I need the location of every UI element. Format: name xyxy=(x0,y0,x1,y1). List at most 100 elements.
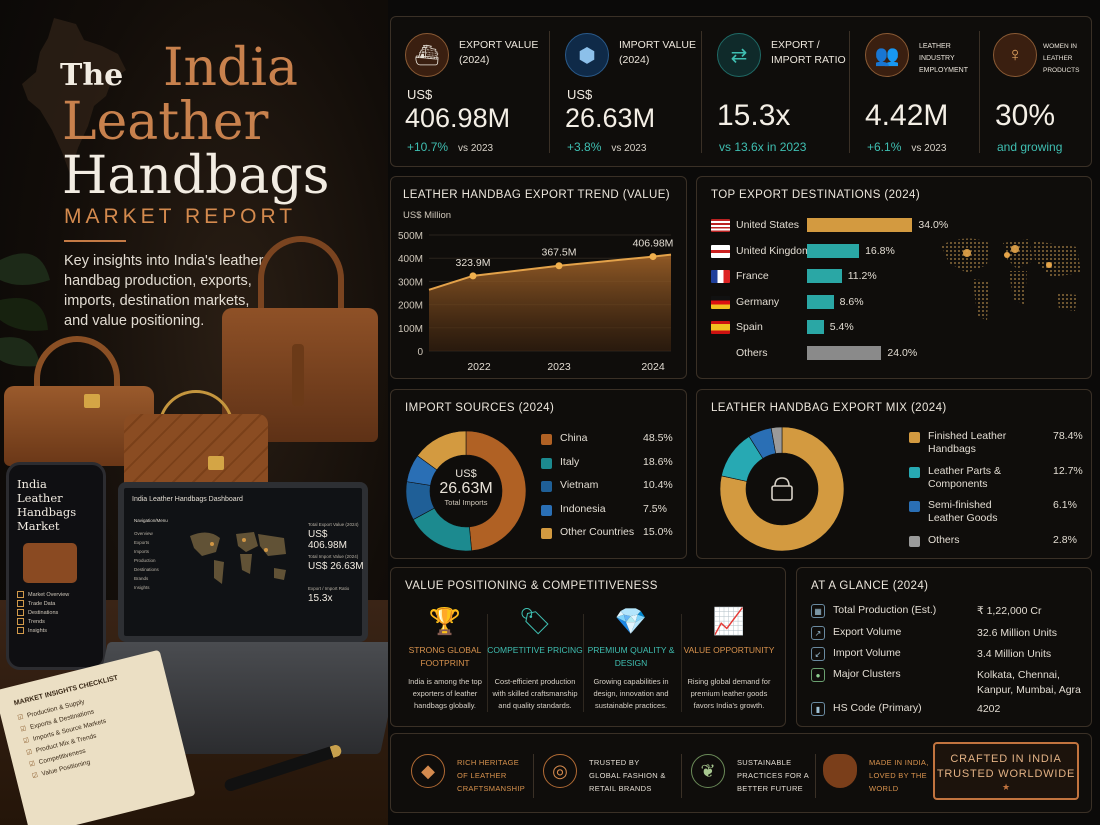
export-icon: ↗ xyxy=(811,626,825,640)
legend-pct: 10.4% xyxy=(643,479,673,491)
legend-pct: 6.1% xyxy=(1053,499,1077,511)
trend-y-tick: 200M xyxy=(398,301,423,312)
globe-icon: ◎ xyxy=(543,754,577,788)
country-flag-icon xyxy=(711,270,730,283)
destination-pct: 34.0% xyxy=(918,219,949,231)
vp-divider xyxy=(681,614,682,712)
kpi-export-import-ratio: ⇄ EXPORT / IMPORT RATIO 15.3x vs 13.6x i… xyxy=(703,17,851,168)
crafted-in-india-badge: CRAFTED IN INDIA TRUSTED WORLDWIDE ★ xyxy=(933,742,1079,800)
badge-line-2: TRUSTED WORLDWIDE xyxy=(936,768,1076,780)
footer-text: MADE IN INDIA, LOVED BY THE WORLD xyxy=(869,758,929,793)
kpi-divider xyxy=(701,31,702,153)
destination-row: United Kingdom 16.8% xyxy=(711,243,1081,261)
legend-swatch xyxy=(909,535,920,547)
destination-name: Germany xyxy=(736,295,780,308)
legend-row: Semi-finished Leather Goods 6.1% xyxy=(909,499,1093,527)
vp-item-global-footprint: 🏆 STRONG GLOBAL FOOTPRINT India is among… xyxy=(397,604,493,712)
hero-description: Key insights into India's leather handba… xyxy=(64,253,264,329)
glance-label: HS Code (Primary) xyxy=(833,702,922,714)
factory-icon: ▦ xyxy=(811,604,825,618)
country-flag-icon xyxy=(711,321,730,334)
trend-y-tick: 500M xyxy=(398,231,423,242)
destination-pct: 24.0% xyxy=(887,346,918,359)
laptop-kpi-ratio: Export / Import Ratio 15.3x xyxy=(308,586,350,604)
glance-value: Kolkata, Chennai, Kanpur, Mumbai, Agra xyxy=(977,669,1081,696)
laptop-sidebar-item: Exports xyxy=(134,540,150,545)
laptop-kpi-import: Total Import Value (2024) US$ 26.63M xyxy=(308,554,364,572)
trend-x-tick: 2024 xyxy=(641,361,665,373)
kpi-export-value: ⛴ EXPORT VALUE (2024) US$ 406.98M +10.7%… xyxy=(391,17,549,168)
kpi-label: WOMEN IN LEATHER PRODUCTS xyxy=(1043,43,1080,74)
footer-divider xyxy=(815,754,816,798)
kpi-value: 15.3x xyxy=(717,99,791,132)
panel-title: LEATHER HANDBAG EXPORT TREND (VALUE) xyxy=(403,189,671,201)
legend-name: Semi-finished Leather Goods xyxy=(928,499,998,524)
vp-divider xyxy=(583,614,584,712)
kpi-compare: vs 13.6x in 2023 xyxy=(719,140,807,154)
india-map-silhouette xyxy=(22,18,126,174)
legend-name: Finished Leather Handbags xyxy=(928,430,1007,455)
laptop-sidebar-item: Destinations xyxy=(134,567,159,572)
legend-pct: 12.7% xyxy=(1053,464,1083,477)
kpi-label: IMPORT VALUE (2024) xyxy=(619,39,697,66)
kpi-strip: ⛴ EXPORT VALUE (2024) US$ 406.98M +10.7%… xyxy=(390,16,1092,167)
trend-y-tick: 100M xyxy=(398,324,423,335)
vp-desc: Growing capabilities in design, innovati… xyxy=(593,677,669,710)
destination-row: Germany 8.6% xyxy=(711,294,1081,312)
legend-swatch xyxy=(909,432,920,443)
kpi-value: 4.42M xyxy=(865,99,949,132)
glance-label: Total Production (Est.) xyxy=(833,604,937,616)
legend-pct: 78.4% xyxy=(1053,430,1083,442)
legend-name: China xyxy=(560,432,588,444)
swap-arrows-icon: ⇄ xyxy=(717,33,761,77)
glance-value: ₹ 1,22,000 Cr xyxy=(977,605,1042,617)
trend-y-tick: 0 xyxy=(417,347,423,358)
trend-point xyxy=(469,272,477,280)
leather-hide-icon xyxy=(823,754,857,788)
vp-desc: India is among the top exporters of leat… xyxy=(408,677,482,710)
destination-pct: 16.8% xyxy=(865,244,895,257)
kpi-currency: US$ xyxy=(567,87,593,102)
legend-row: Other Countries 15.0% xyxy=(541,526,683,554)
footer-text: SUSTAINABLE PRACTICES FOR A BETTER FUTUR… xyxy=(737,758,809,793)
donut-slice xyxy=(719,426,845,552)
destination-row: Others 24.0% xyxy=(711,345,1081,363)
vp-item-quality: 💎 PREMIUM QUALITY & DESIGN Growing capab… xyxy=(583,604,679,712)
legend-row: Others 2.8% xyxy=(909,534,1093,562)
destination-row: United States 34.0% xyxy=(711,217,1081,235)
legend-swatch xyxy=(541,504,552,516)
legend-row: Finished Leather Handbags 78.4% xyxy=(909,430,1093,458)
footer-divider xyxy=(681,754,682,798)
star-icon: ★ xyxy=(1001,782,1011,792)
laptop-sidebar: Navigation/Menu Overview Exports Imports… xyxy=(134,516,176,592)
laptop-sidebar-header: Navigation/Menu xyxy=(134,518,168,523)
kpi-label: EXPORT VALUE (2024) xyxy=(459,39,539,66)
vp-title: COMPETITIVE PRICING xyxy=(487,645,583,655)
ship-icon: ⛴ xyxy=(405,33,449,77)
legend-row: Italy 18.6% xyxy=(541,456,683,484)
world-map-graphic xyxy=(941,238,1081,321)
kpi-compare: and growing xyxy=(997,140,1063,154)
export-mix-panel: LEATHER HANDBAG EXPORT MIX (2024) Finish… xyxy=(696,389,1092,559)
kpi-divider xyxy=(979,31,980,153)
destination-pct: 8.6% xyxy=(839,295,864,308)
donut-slice xyxy=(465,430,527,552)
kpi-label: LEATHER INDUSTRY EMPLOYMENT xyxy=(919,43,969,74)
phone-menu-item: Trade Data xyxy=(17,600,95,609)
legend-row: Indonesia 7.5% xyxy=(541,503,683,531)
donut-slice xyxy=(417,430,467,471)
laptop-sidebar-item: Brands xyxy=(134,576,149,581)
legend-swatch xyxy=(541,457,552,469)
glance-value: 3.4 Million Units xyxy=(977,648,1052,660)
kpi-label: EXPORT / IMPORT RATIO xyxy=(771,39,846,66)
destination-bar xyxy=(807,218,913,232)
trend-y-tick: 400M xyxy=(398,254,423,265)
trend-x-tick: 2023 xyxy=(547,361,571,373)
kpi-women: ♀ WOMEN IN LEATHER PRODUCTS 30% and grow… xyxy=(981,17,1091,168)
legend-row: Vietnam 10.4% xyxy=(541,479,683,507)
kpi-import-value: ⬢ IMPORT VALUE (2024) US$ 26.63M +3.8% vs… xyxy=(551,17,709,168)
plant-leaves-decoration xyxy=(0,253,50,367)
vp-item-pricing: 🏷 COMPETITIVE PRICING Cost-efficient pro… xyxy=(487,604,583,712)
india-map-icon: ◆ xyxy=(411,754,445,788)
phone-menu-item: Insights xyxy=(17,627,95,636)
